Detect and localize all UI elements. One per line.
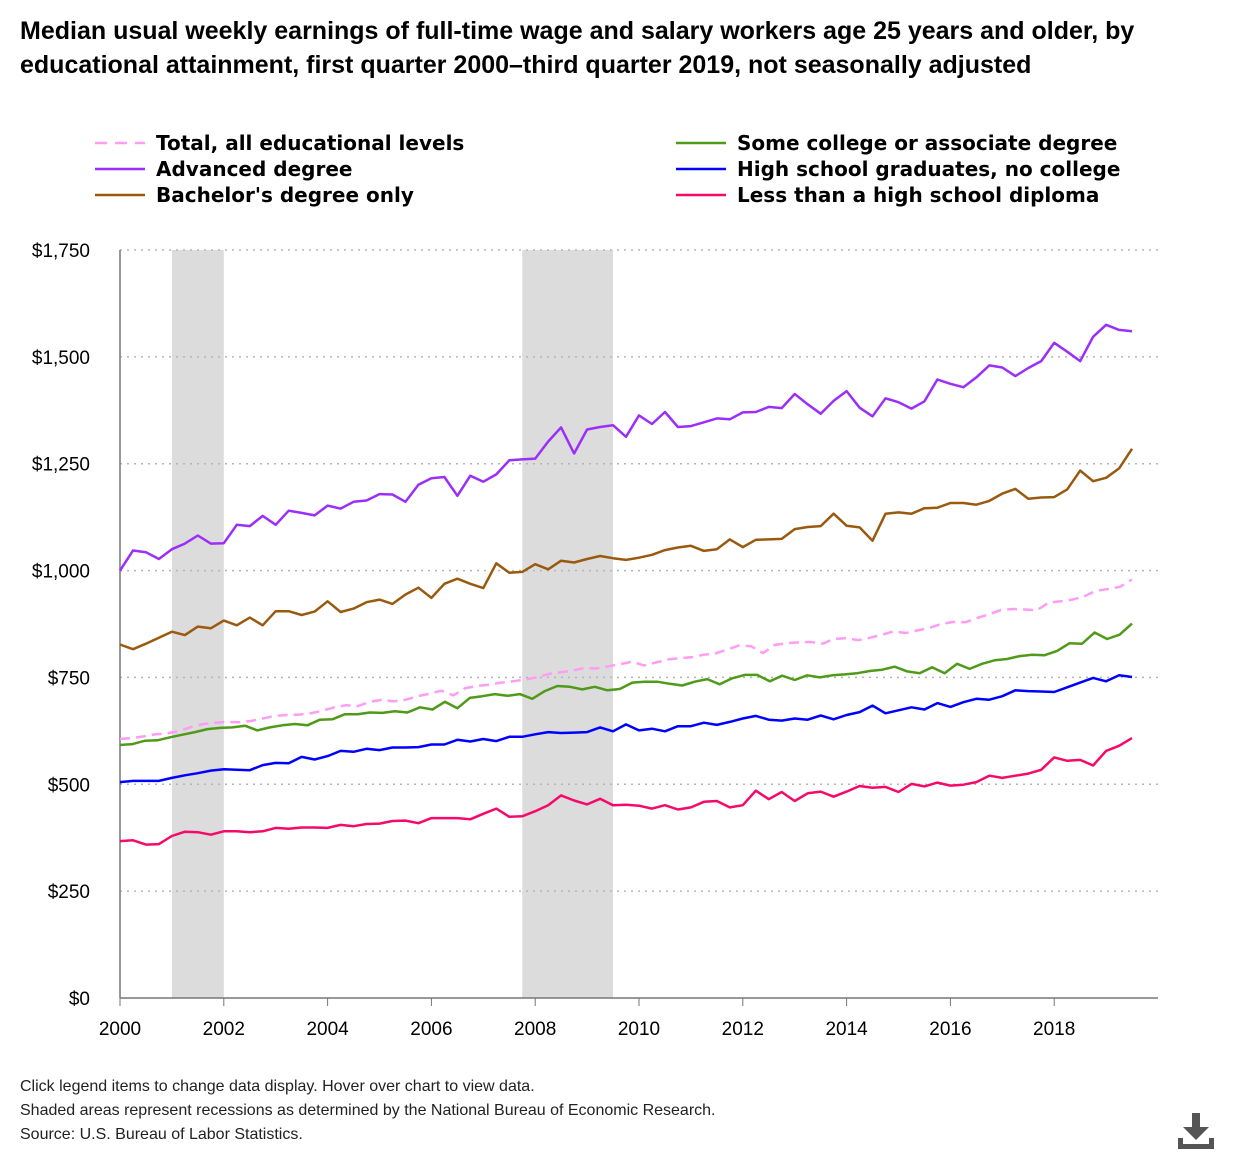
y-tick-label: $750	[48, 668, 90, 689]
x-tick-label: 2012	[722, 1019, 764, 1040]
y-tick-label: $250	[48, 882, 90, 903]
legend-item[interactable]: Less than a high school diploma	[676, 183, 1099, 207]
y-tick-label: $1,500	[32, 348, 90, 369]
legend-label: Advanced degree	[156, 157, 352, 181]
legend-label: Total, all educational levels	[156, 131, 464, 155]
legend-label: High school graduates, no college	[737, 157, 1120, 181]
note-recessions: Shaded areas represent recessions as det…	[20, 1102, 716, 1119]
legend-item[interactable]: Total, all educational levels	[95, 131, 464, 155]
y-tick-label: $1,250	[32, 455, 90, 476]
x-tick-label: 2000	[99, 1019, 141, 1040]
legend-item[interactable]: Advanced degree	[95, 157, 352, 181]
legend-label: Bachelor's degree only	[156, 183, 414, 207]
legend-item[interactable]: Bachelor's degree only	[95, 183, 414, 207]
legend-label: Some college or associate degree	[737, 131, 1117, 155]
x-tick-label: 2008	[514, 1019, 556, 1040]
gridlines	[120, 249, 1158, 892]
x-tick-label: 2018	[1033, 1019, 1075, 1040]
x-tick-label: 2002	[203, 1019, 245, 1040]
series-line-some-college-or-associate-degree	[119, 622, 1133, 747]
series-lines	[118, 323, 1134, 846]
legend-item[interactable]: Some college or associate degree	[676, 131, 1117, 155]
recession-band-1	[171, 250, 224, 998]
chart-notes: Click legend items to change data displa…	[20, 1075, 716, 1147]
series-line-high-school-graduates-no-college	[119, 674, 1133, 784]
note-source: Source: U.S. Bureau of Labor Statistics.	[20, 1126, 303, 1143]
recession-band-2	[522, 250, 614, 998]
note-interaction: Click legend items to change data displa…	[20, 1078, 535, 1095]
series-line-total-all-educational-levels	[119, 578, 1133, 741]
series-line-advanced-degree	[118, 323, 1133, 572]
x-tick-label: 2010	[618, 1019, 660, 1040]
x-tick-label: 2016	[929, 1019, 971, 1040]
y-tick-label: $0	[69, 989, 90, 1010]
legend-label: Less than a high school diploma	[737, 183, 1099, 207]
download-icon[interactable]	[1175, 1110, 1217, 1152]
x-tick-label: 2006	[410, 1019, 452, 1040]
x-tick-label: 2014	[825, 1019, 868, 1040]
series-line-bachelor-s-degree-only	[119, 448, 1134, 651]
x-tick-label: 2004	[306, 1019, 349, 1040]
chart-title: Median usual weekly earnings of full-tim…	[20, 17, 1135, 79]
y-tick-label: $1,000	[32, 562, 90, 583]
legend-item[interactable]: High school graduates, no college	[676, 157, 1120, 181]
axes: $0 $250 $500 $750 $1,000 $1,250 $1,500 $1,750 20…	[32, 241, 1158, 1040]
y-tick-label: $1,750	[32, 241, 90, 262]
series-line-less-than-a-high-school-diploma	[119, 737, 1133, 846]
y-tick-label: $500	[48, 775, 90, 796]
recession-shading	[171, 250, 614, 998]
